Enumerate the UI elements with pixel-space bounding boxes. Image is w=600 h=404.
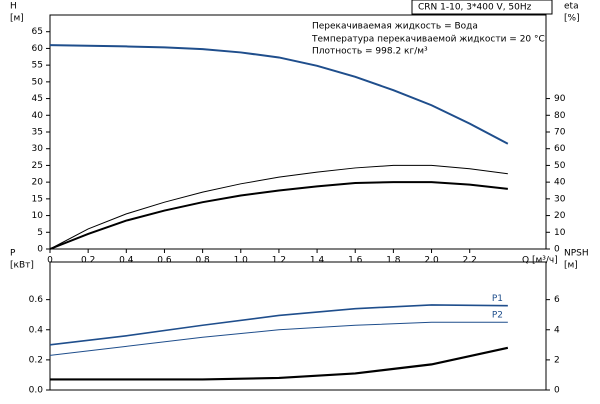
- note: Температура перекачиваемой жидкости = 20…: [311, 35, 545, 45]
- y-tick-label: 0.0: [29, 386, 44, 396]
- y-tick-label: 65: [32, 27, 43, 37]
- curve: [49, 304, 508, 346]
- note: Плотность = 998.2 кг/м³: [312, 47, 428, 57]
- x-tick-label: 0.2: [81, 256, 95, 266]
- y2-tick-label: 90: [554, 94, 566, 104]
- x-tick-label: 1.2: [272, 256, 286, 266]
- curve: [49, 321, 508, 356]
- y2-tick-label: 10: [554, 228, 566, 238]
- y-tick-label: 20: [32, 178, 44, 188]
- y2-tick-label: 4: [554, 325, 560, 335]
- y-axis-unit: [кВт]: [10, 261, 34, 271]
- y-tick-label: 15: [32, 194, 43, 204]
- x-tick-label: 0.8: [195, 256, 210, 266]
- y2-tick-label: 20: [554, 211, 566, 221]
- y-tick-label: 45: [32, 94, 43, 104]
- y-axis-title: P: [10, 249, 16, 259]
- y-tick-label: 60: [32, 44, 44, 54]
- y2-tick-label: 80: [554, 111, 566, 121]
- y-tick-label: 55: [32, 61, 43, 71]
- curve: [49, 181, 508, 250]
- y-tick-label: 5: [37, 228, 43, 238]
- curve: [49, 164, 508, 250]
- x-tick-label: 0: [47, 256, 53, 266]
- x-tick-label: 0.4: [119, 256, 134, 266]
- y2-tick-label: 70: [554, 128, 566, 138]
- plot-frame: [49, 261, 547, 391]
- plot-frame: [49, 14, 547, 250]
- x-tick-label: 1.8: [386, 256, 401, 266]
- y2-tick-label: 30: [554, 194, 566, 204]
- x-tick-label: 1.6: [348, 256, 363, 266]
- y2-tick-label: 40: [554, 178, 566, 188]
- y-tick-label: 0.2: [29, 355, 43, 365]
- y-tick-label: 0: [37, 245, 43, 255]
- y2-axis-title: NPSH: [564, 249, 589, 259]
- x-tick-label: 0.6: [157, 256, 172, 266]
- curve-label: P1: [492, 294, 503, 304]
- y-tick-label: 10: [32, 211, 44, 221]
- x-tick-label: 1.4: [310, 256, 325, 266]
- y-tick-label: 30: [32, 144, 44, 154]
- curve: [50, 346, 509, 381]
- y2-tick-label: 0: [554, 386, 560, 396]
- y-tick-label: 50: [32, 77, 44, 87]
- x-tick-label: 2.0: [424, 256, 439, 266]
- x-tick-label: 1.0: [234, 256, 249, 266]
- curve: [49, 44, 509, 145]
- y2-tick-label: 0: [554, 245, 560, 255]
- y2-tick-label: 50: [554, 161, 566, 171]
- x-axis-title: Q [м³/ч]: [522, 256, 558, 266]
- model-box: [411, 0, 553, 15]
- y2-tick-label: 60: [554, 144, 566, 154]
- y-axis-title: H: [10, 2, 17, 12]
- y2-axis-title: eta: [564, 2, 579, 12]
- y2-tick-label: 2: [554, 355, 560, 365]
- y-tick-label: 40: [32, 111, 44, 121]
- y-tick-label: 25: [32, 161, 43, 171]
- y-axis-unit: [м]: [10, 14, 24, 24]
- y-tick-label: 35: [32, 128, 43, 138]
- x-tick-label: 2.2: [463, 256, 477, 266]
- model: CRN 1-10, 3*400 V, 50Hz: [418, 3, 532, 13]
- y2-axis-unit: [%]: [564, 14, 580, 24]
- y-tick-label: 0.6: [29, 295, 44, 305]
- note: Перекачиваемая жидкость = Вода: [312, 22, 478, 32]
- y2-tick-label: 6: [554, 295, 560, 305]
- y-tick-label: 0.4: [29, 325, 44, 335]
- curve-label: P2: [492, 311, 503, 321]
- y2-axis-unit: [м]: [564, 261, 578, 271]
